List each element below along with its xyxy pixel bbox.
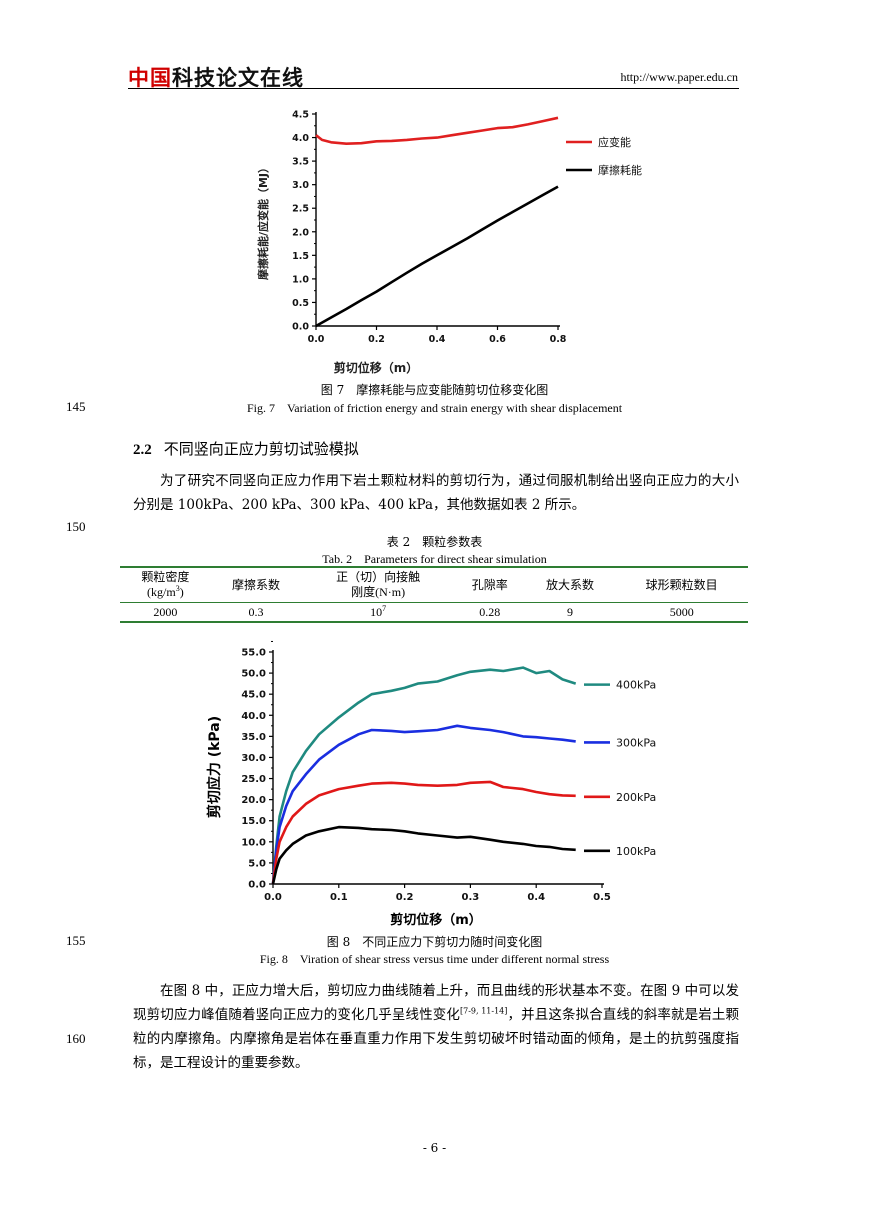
table-2: 颗粒密度 (kg/m3) 摩擦系数 正（切）向接触 刚度(N·m) 孔隙率 放大系数… <box>120 566 748 623</box>
fig8-x-tick-label: 0.5 <box>593 892 611 903</box>
page-number: - 6 - <box>422 1141 447 1155</box>
fig8-y-axis-label: 剪切应力 (kPa) <box>206 716 223 818</box>
table2-title-cn: 表 2 颗粒参数表 <box>386 535 483 549</box>
fig8-legend-label: 200kPa <box>616 791 656 804</box>
table-row: 2000 0.3 107 0.28 9 5000 <box>120 602 748 623</box>
section-heading: 2.2 不同竖向正应力剪切试验模拟 <box>133 438 359 459</box>
col-scale: 放大系数 <box>524 566 616 603</box>
paragraph-1: 为了研究不同竖向正应力作用下岩土颗粒材料的剪切行为，通过伺服机制给出竖向正应力的… <box>133 469 739 517</box>
fig8-y-tick-label: 5.0 <box>248 858 266 869</box>
paragraph-2: 在图 8 中，正应力增大后，剪切应力曲线随着上升，而且曲线的形状基本不变。在图 … <box>133 979 739 1075</box>
fig7-caption-en: Fig. 7 Variation of friction energy and … <box>246 401 623 415</box>
table2-title-en: Tab. 2 Parameters for direct shear simul… <box>322 552 547 566</box>
fig7-y-tick-label: 1.5 <box>292 251 309 262</box>
fig7-x-tick-label: 0.8 <box>550 334 567 345</box>
fig8-legend-label: 100kPa <box>616 845 656 858</box>
fig7-series-line-应变能 <box>315 116 559 145</box>
fig8-series-line-400kPa <box>271 666 577 885</box>
table-header-row: 颗粒密度 (kg/m3) 摩擦系数 正（切）向接触 刚度(N·m) 孔隙率 放大系数… <box>120 566 748 603</box>
fig8-x-axis-label: 剪切位移（m） <box>390 912 482 928</box>
fig7-y-tick-label: 0.5 <box>292 298 309 309</box>
fig8-series-line-300kPa <box>271 724 576 885</box>
fig7-x-tick-label: 0.6 <box>489 334 506 345</box>
col-porosity: 孔隙率 <box>454 566 525 603</box>
fig8-y-tick-label: 40.0 <box>241 711 266 722</box>
col-friction: 摩擦系数 <box>210 566 302 603</box>
cell-friction: 0.3 <box>210 602 302 623</box>
fig7-x-axis-label: 剪切位移（m） <box>334 360 419 375</box>
fig7-legend-label: 摩擦耗能 <box>598 163 642 177</box>
fig8-y-tick-label: 30.0 <box>241 753 266 764</box>
line-number-160: 160 <box>66 1031 86 1046</box>
cell-porosity: 0.28 <box>454 602 525 623</box>
header-rule <box>128 88 739 89</box>
logo-black-text: 科技论文在线 <box>172 66 304 90</box>
fig8-y-tick-label: 25.0 <box>241 774 266 785</box>
fig8-x-tick-label: 0.0 <box>264 892 282 903</box>
line-number-150: 150 <box>66 519 86 534</box>
col-density: 颗粒密度 (kg/m3) <box>120 566 211 603</box>
fig7-caption-cn: 图 7 摩擦耗能与应变能随剪切位移变化图 <box>320 383 549 397</box>
paragraph-2-text: 在图 8 中，正应力增大后，剪切应力曲线随着上升，而且曲线的形状基本不变。在图 … <box>133 983 740 1071</box>
cell-scale: 9 <box>524 602 616 623</box>
fig8-y-tick-label: 15.0 <box>241 816 266 827</box>
header-url[interactable]: http://www.paper.edu.cn <box>620 70 738 84</box>
fig7-x-tick-label: 0.2 <box>368 334 385 345</box>
fig7-series-line-摩擦耗能 <box>315 185 559 328</box>
fig8-series-line-200kPa <box>271 780 576 885</box>
cell-count: 5000 <box>615 602 748 623</box>
section-number: 2.2 <box>133 442 152 458</box>
fig8-caption-cn: 图 8 不同正应力下剪切力随时间变化图 <box>326 935 543 949</box>
fig8-y-tick-label: 20.0 <box>241 795 266 806</box>
cell-stiffness: 107 <box>301 602 455 623</box>
fig7-y-axis-label: 摩擦耗能/应变能（MJ） <box>256 162 270 280</box>
fig8-x-tick-label: 0.1 <box>330 892 348 903</box>
fig8-y-tick-label: 50.0 <box>241 669 266 680</box>
fig7-y-tick-label: 1.0 <box>292 274 309 285</box>
fig7-y-tick-label: 4.0 <box>292 133 309 144</box>
section-title: 不同竖向正应力剪切试验模拟 <box>163 440 359 458</box>
fig8-y-tick-label: 35.0 <box>241 732 266 743</box>
paragraph-1-text: 为了研究不同竖向正应力作用下岩土颗粒材料的剪切行为，通过伺服机制给出竖向正应力的… <box>133 473 739 513</box>
fig8-x-tick-label: 0.2 <box>396 892 414 903</box>
fig8-caption-en: Fig. 8 Viration of shear stress versus t… <box>259 952 610 966</box>
fig8-x-tick-label: 0.4 <box>527 892 545 903</box>
fig8-x-tick-label: 0.3 <box>462 892 480 903</box>
line-number-145: 145 <box>66 399 86 414</box>
col-count: 球形颗粒数目 <box>615 566 748 603</box>
fig7-x-tick-label: 0.0 <box>308 334 325 345</box>
figure-7-chart: 0.0 0.5 1.0 1.5 2.0 2.5 3.0 3.5 4.0 4.5 0.0 0.2 0.4 0… <box>256 110 642 376</box>
journal-logo: 中国科技论文在线 <box>128 62 304 92</box>
fig7-y-tick-label: 0.0 <box>292 322 309 333</box>
fig7-legend-label: 应变能 <box>598 135 631 149</box>
fig8-y-tick-label: 45.0 <box>241 690 266 701</box>
fig8-legend-label: 400kPa <box>616 679 656 692</box>
citation[interactable]: [7-9, 11-14] <box>459 1006 508 1016</box>
fig8-series-line-100kPa <box>271 825 576 885</box>
line-number-155: 155 <box>66 933 86 948</box>
fig7-y-tick-label: 2.0 <box>292 227 309 238</box>
col-stiffness: 正（切）向接触 刚度(N·m) <box>301 566 455 603</box>
fig7-y-tick-label: 3.0 <box>292 180 309 191</box>
cell-density: 2000 <box>120 602 211 623</box>
fig8-y-tick-label: 55.0 <box>241 648 266 659</box>
fig7-y-tick-label: 3.5 <box>292 157 309 168</box>
fig7-y-tick-label: 4.5 <box>292 110 309 121</box>
fig7-y-tick-label: 2.5 <box>292 204 309 215</box>
logo-red-text: 中国 <box>128 66 172 90</box>
fig8-y-tick-label: 0.0 <box>248 880 266 891</box>
fig7-x-tick-label: 0.4 <box>429 334 446 345</box>
figure-8-chart: 0.0 5.0 10.0 15.0 20.0 25.0 30.0 35.0 40.0 45.0 50… <box>206 640 656 928</box>
fig8-y-tick-label: 10.0 <box>241 837 266 848</box>
fig8-legend-label: 300kPa <box>616 736 656 749</box>
